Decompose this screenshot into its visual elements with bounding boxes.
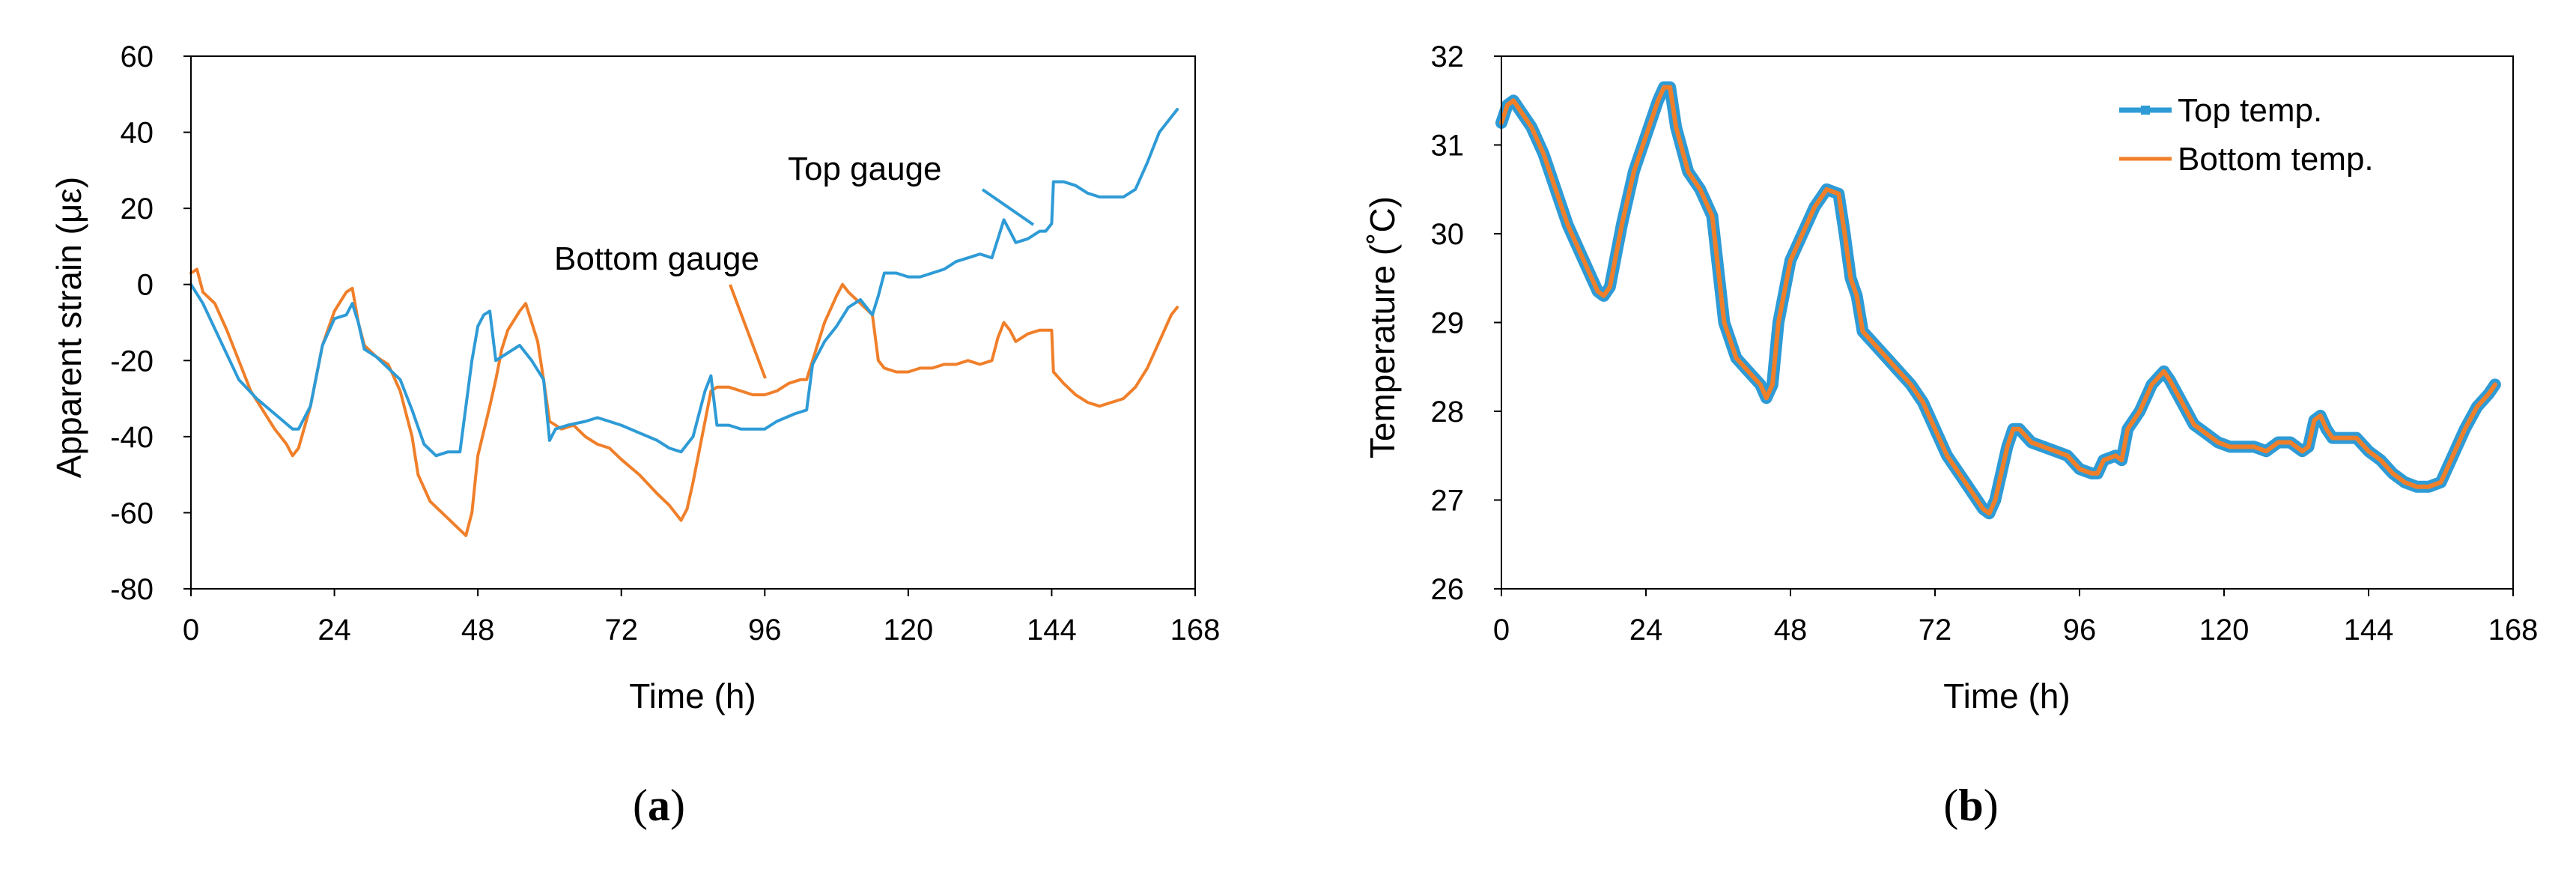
plot-frame-b <box>1501 55 2514 590</box>
y-tick-label: 30 <box>1431 218 1465 251</box>
legend-entry-bottom-temp: Bottom temp. <box>2119 141 2374 178</box>
y-tick-label: 40 <box>121 117 154 150</box>
bottom-gauge-leader <box>729 284 767 379</box>
y-tick-label: -40 <box>110 421 154 454</box>
tick-labels-b: 0 24 48 72 96 120 144 168 26 27 28 29 30 31 32 <box>1431 40 2539 647</box>
series-line-bottom-temp <box>1499 85 2497 516</box>
legend-entry-top-temp: Top temp. <box>2119 92 2322 129</box>
x-tick-label: 96 <box>2063 614 2097 647</box>
y-tick-label: 32 <box>1431 40 1465 73</box>
x-tick-label: 72 <box>604 614 638 647</box>
tick-labels-a: 0 24 48 72 96 120 144 168 -80 -60 -40 -20 0 20 40 60 <box>110 40 1220 647</box>
series-line-top-gauge <box>189 108 1179 458</box>
panel-letter-a: a <box>648 781 670 830</box>
y-tick-label: 29 <box>1431 307 1465 340</box>
x-tick-label: 0 <box>1493 614 1510 647</box>
panel-letter-b: b <box>1958 781 1983 830</box>
x-tick-label: 48 <box>1774 614 1808 647</box>
y-tick-label: -20 <box>110 345 154 378</box>
y-tick-label: -60 <box>110 497 154 530</box>
axes-b <box>1494 55 2514 596</box>
y-tick-label: 20 <box>121 193 154 225</box>
chart-panel-b: 0 24 48 72 96 120 144 168 26 27 28 29 30 31 32 Tempera… <box>1363 40 2538 830</box>
y-tick-label: 26 <box>1431 573 1465 606</box>
x-tick-label: 0 <box>183 614 199 647</box>
x-tick-label: 144 <box>2344 614 2394 647</box>
series-layer-a <box>189 108 1179 537</box>
x-tick-label: 120 <box>2199 614 2250 647</box>
annotation-bottom-gauge: Bottom gauge <box>554 240 759 277</box>
x-tick-label: 168 <box>2488 614 2539 647</box>
legend-label-bottom-temp: Bottom temp. <box>2178 141 2374 178</box>
legend-b: Top temp. Bottom temp. <box>2119 92 2374 178</box>
y-axis-label-b: Temperature (˚C) <box>1363 196 1402 458</box>
x-axis-label-b: Time (h) <box>1943 676 2071 715</box>
x-tick-label: 72 <box>1919 614 1952 647</box>
plot-frame-a <box>190 55 1196 590</box>
y-axis-label-a: Apparent strain (με) <box>49 177 88 478</box>
series-line-bottom-gauge <box>189 267 1179 537</box>
top-gauge-leader <box>981 188 1035 226</box>
chart-panel-a: 0 24 48 72 96 120 144 168 -80 -60 -40 -20 0 20 40 60 Ap… <box>49 40 1220 830</box>
axes-a <box>183 55 1196 596</box>
x-tick-label: 168 <box>1170 614 1221 647</box>
y-tick-label: -80 <box>110 573 154 606</box>
panel-label-b: (b) <box>1943 781 1998 830</box>
y-tick-label: 27 <box>1431 485 1465 518</box>
series-layer-b <box>1495 81 2501 520</box>
x-tick-label: 24 <box>1629 614 1663 647</box>
x-tick-label: 48 <box>461 614 495 647</box>
y-tick-label: 0 <box>137 269 154 302</box>
panel-label-a: (a) <box>633 781 685 830</box>
x-tick-label: 120 <box>883 614 933 647</box>
y-tick-label: 28 <box>1431 396 1465 429</box>
legend-label-top-temp: Top temp. <box>2178 92 2322 129</box>
annotation-top-gauge: Top gauge <box>788 151 942 187</box>
y-tick-label: 31 <box>1431 130 1465 163</box>
y-tick-label: 60 <box>121 40 154 73</box>
x-tick-label: 144 <box>1027 614 1077 647</box>
legend-marker-top-temp <box>2141 106 2150 115</box>
x-tick-label: 24 <box>318 614 351 647</box>
x-tick-label: 96 <box>748 614 782 647</box>
x-axis-label-a: Time (h) <box>629 676 756 715</box>
